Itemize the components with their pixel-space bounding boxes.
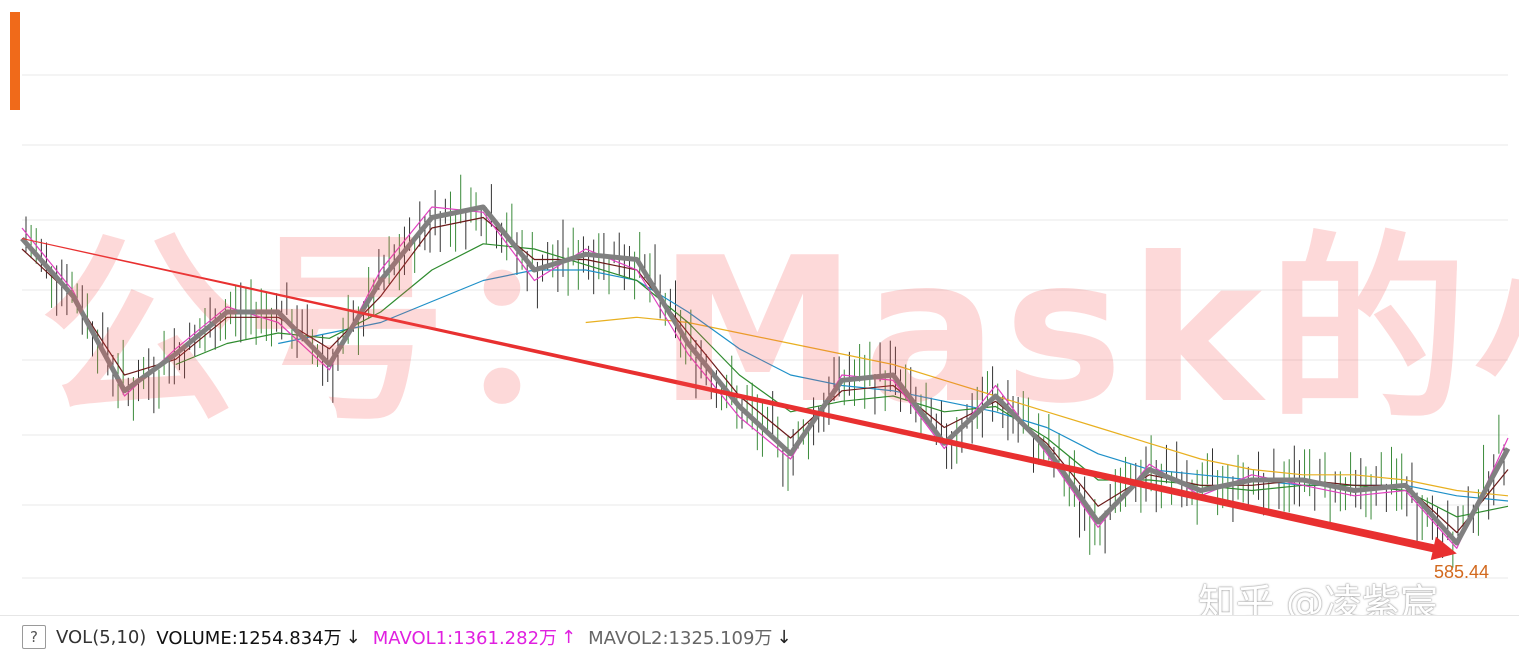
accent-tab[interactable] [10, 12, 20, 110]
grid-lines [22, 74, 1508, 579]
vol-indicator-label[interactable]: VOL(5,10) [56, 626, 147, 648]
mavol2-value: MAVOL2:1325.109万 [588, 628, 773, 649]
volume-arrow-icon: ↓ [345, 626, 361, 648]
series-line-pink [21, 206, 1509, 549]
price-label: 585.44 [1434, 562, 1490, 582]
chart-area: 公号：Mask的小酒馆 585.44 知乎 @凌紫宸 [10, 12, 1519, 625]
series-line-yellow [585, 316, 1509, 497]
indicator-row: ? VOL(5,10) VOLUME:1254.834万 ↓ MAVOL1:13… [22, 624, 804, 650]
chart-plot [20, 74, 1511, 579]
mavol2-arrow-icon: ↓ [776, 626, 792, 648]
mavol1-value: MAVOL1:1361.282万 [372, 628, 558, 649]
indicator-status-bar: ? VOL(5,10) VOLUME:1254.834万 ↓ MAVOL1:13… [0, 615, 1519, 661]
mavol1-arrow-icon: ↑ [561, 626, 577, 648]
volume-value: VOLUME:1254.834万 [156, 628, 342, 649]
series-lines [20, 204, 1511, 549]
help-button[interactable]: ? [22, 625, 46, 649]
trend-arrow-shape [21, 238, 1457, 561]
series-line-green [175, 243, 1509, 518]
series-line-mid [21, 216, 1509, 534]
series-line-thick [20, 204, 1511, 546]
trend-arrow [21, 238, 1457, 561]
